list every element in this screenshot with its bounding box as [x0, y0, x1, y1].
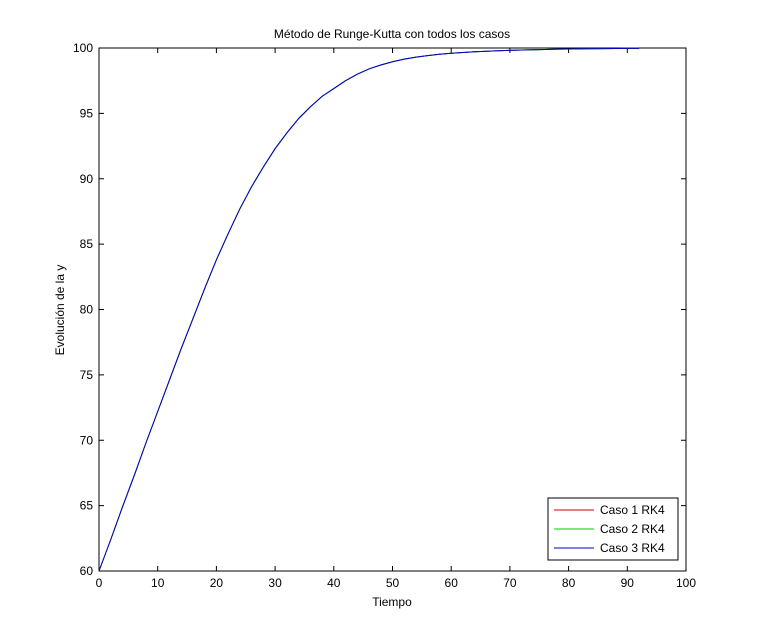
- x-tick-label: 80: [562, 576, 576, 590]
- y-tick-label: 75: [80, 368, 94, 382]
- x-tick-label: 20: [210, 576, 224, 590]
- x-axis: 0 10 20 30 40 50 60 70 80 90 100: [96, 48, 696, 590]
- x-tick-label: 40: [327, 576, 341, 590]
- x-tick-label: 10: [151, 576, 165, 590]
- x-tick-label: 60: [445, 576, 459, 590]
- chart-title: Método de Runge-Kutta con todos los caso…: [274, 27, 510, 41]
- y-tick-label: 95: [80, 106, 94, 120]
- x-axis-label: Tiempo: [372, 595, 412, 609]
- legend: Caso 1 RK4 Caso 2 RK4 Caso 3 RK4: [547, 497, 679, 561]
- y-tick-label: 80: [80, 303, 94, 317]
- series-lines: [98, 47, 640, 572]
- y-tick-label: 85: [80, 237, 94, 251]
- x-tick-label: 30: [268, 576, 282, 590]
- y-axis: 60 65 70 75 80 85 90 95 100: [73, 41, 686, 578]
- y-tick-label: 65: [80, 499, 94, 513]
- y-axis-label: Evolución de la y: [53, 265, 67, 356]
- series-line-3: [98, 47, 640, 572]
- y-tick-label: 100: [73, 41, 93, 55]
- legend-label-1: Caso 1 RK4: [600, 503, 665, 517]
- legend-label-2: Caso 2 RK4: [600, 522, 665, 536]
- x-tick-label: 0: [96, 576, 103, 590]
- x-tick-label: 100: [676, 576, 696, 590]
- x-tick-label: 70: [503, 576, 517, 590]
- legend-label-3: Caso 3 RK4: [600, 541, 665, 555]
- y-tick-label: 70: [80, 433, 94, 447]
- axes-box: [98, 47, 687, 572]
- x-tick-label: 90: [621, 576, 635, 590]
- y-tick-label: 90: [80, 172, 94, 186]
- plot-area: 0 10 20 30 40 50 60 70 80 90 100 60 65 70 75 80 85 90 95 1…: [73, 41, 696, 590]
- y-tick-label: 60: [80, 564, 94, 578]
- x-tick-label: 50: [386, 576, 400, 590]
